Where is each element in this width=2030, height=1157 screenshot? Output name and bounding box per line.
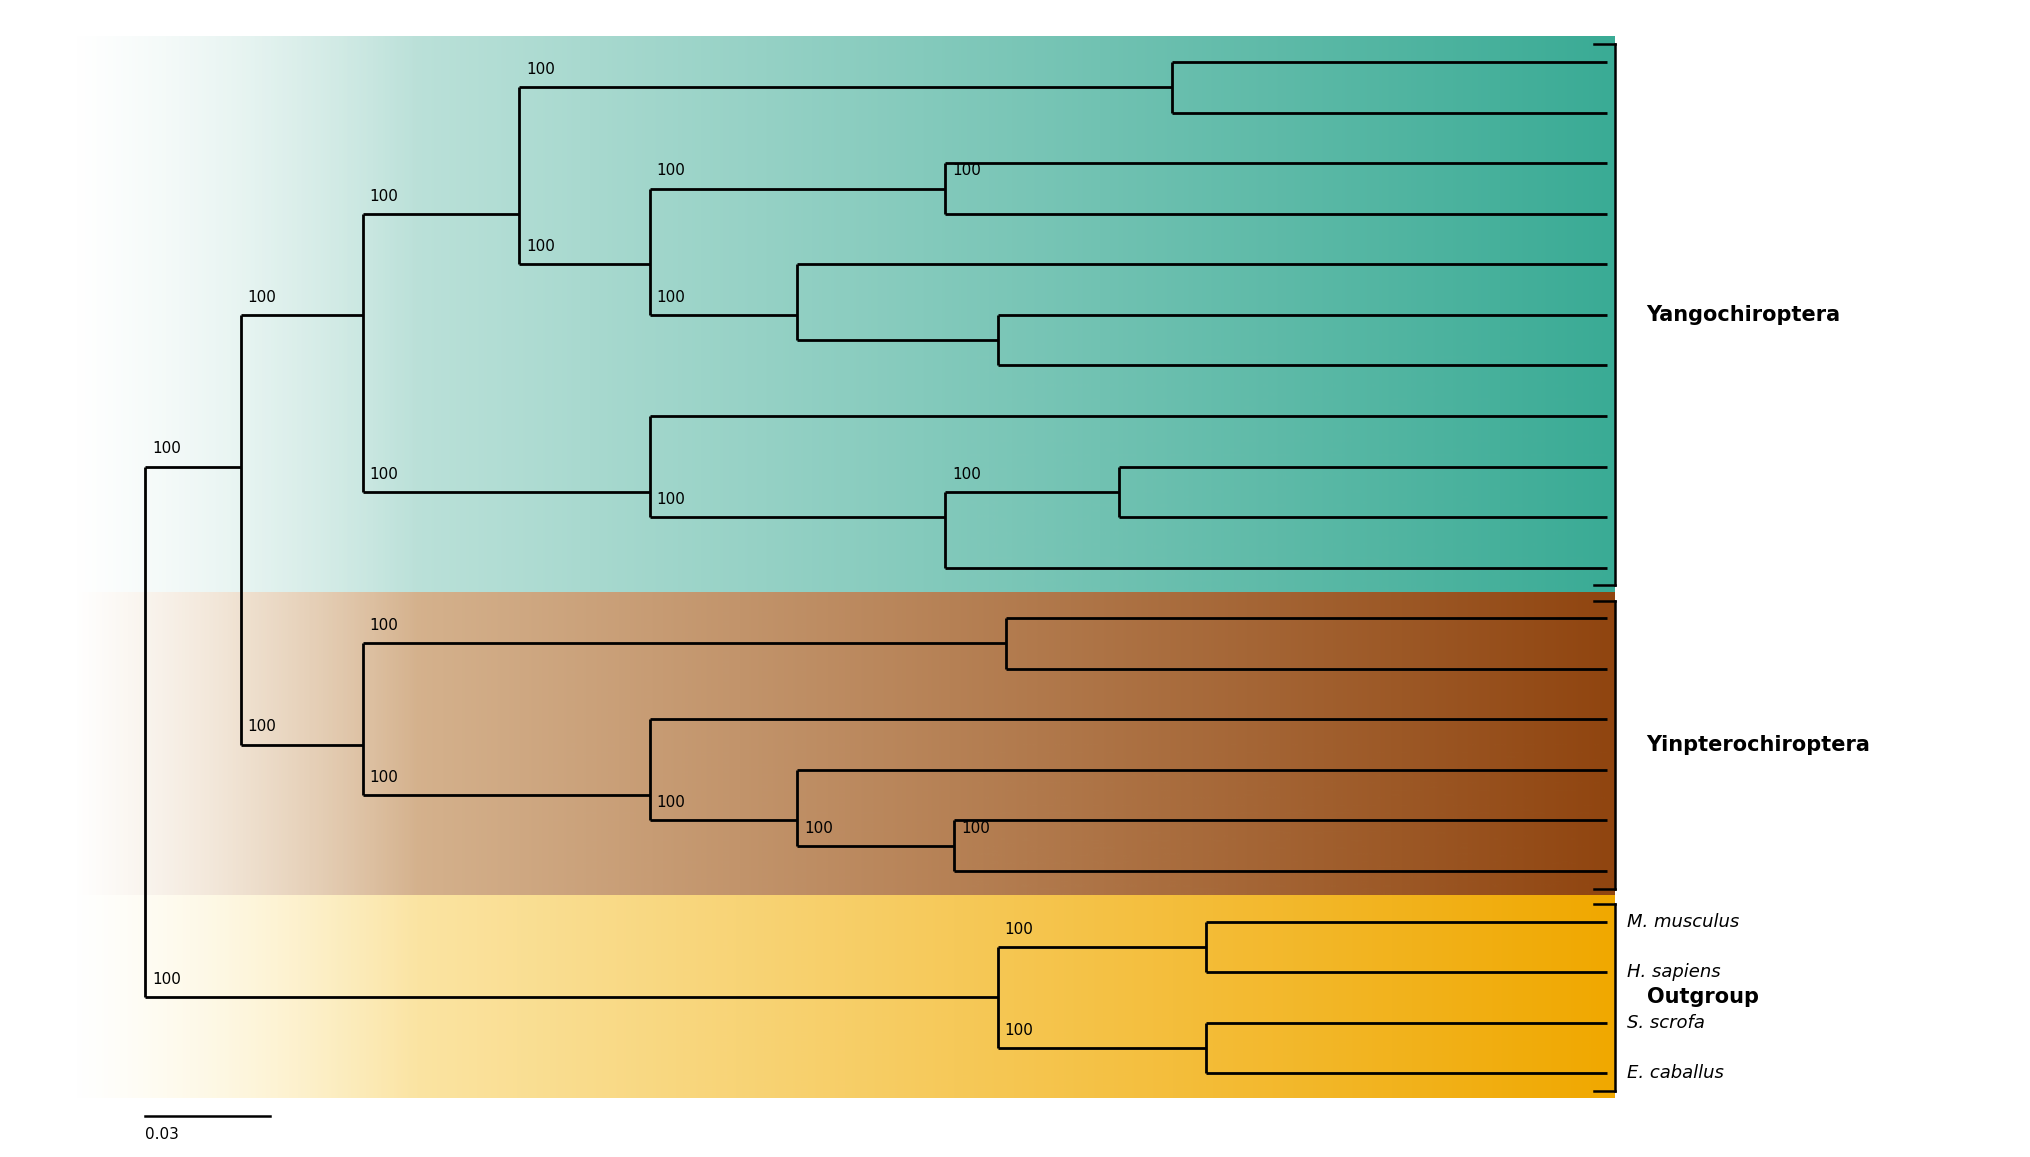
Text: M. myotis: M. myotis xyxy=(1628,53,1715,71)
Text: P. vampyrus: P. vampyrus xyxy=(1628,761,1736,779)
Text: 100: 100 xyxy=(952,163,980,178)
Text: 100: 100 xyxy=(526,239,554,255)
Text: 100: 100 xyxy=(152,442,181,457)
Text: 100: 100 xyxy=(1005,922,1033,937)
Text: R. ferrumequinum: R. ferrumequinum xyxy=(1628,659,1792,678)
Text: M. planiceps: M. planiceps xyxy=(1628,154,1740,172)
Text: 100: 100 xyxy=(656,795,686,810)
Text: H. armiger: H. armiger xyxy=(1628,610,1723,627)
Text: M. brandtii: M. brandtii xyxy=(1628,356,1723,375)
Text: P. pipistrellus: P. pipistrellus xyxy=(1628,457,1746,476)
Text: 100: 100 xyxy=(152,972,181,987)
Text: 0.03: 0.03 xyxy=(144,1127,179,1142)
Text: E. caballus: E. caballus xyxy=(1628,1064,1723,1082)
Text: 100: 100 xyxy=(960,820,991,835)
Text: P. giganteus: P. giganteus xyxy=(1628,862,1736,880)
Text: 100: 100 xyxy=(656,289,686,304)
Text: H. sapiens: H. sapiens xyxy=(1628,963,1721,981)
Text: L. borealis: L. borealis xyxy=(1628,407,1719,425)
Text: 100: 100 xyxy=(526,62,554,78)
Text: M. vivesi: M. vivesi xyxy=(1628,256,1707,273)
Text: 100: 100 xyxy=(248,289,276,304)
Text: M. davidii: M. davidii xyxy=(1628,104,1713,121)
Text: 100: 100 xyxy=(369,189,398,204)
Text: P. alecto: P. alecto xyxy=(1628,811,1703,830)
Text: M. lucifugus: M. lucifugus xyxy=(1628,305,1736,324)
Text: P. kuhlii: P. kuhlii xyxy=(1628,508,1695,526)
Text: M. findleyi: M. findleyi xyxy=(1628,205,1719,223)
Text: 100: 100 xyxy=(369,771,398,786)
Text: 100: 100 xyxy=(656,492,686,507)
Text: 100: 100 xyxy=(804,820,834,835)
Text: 100: 100 xyxy=(248,720,276,735)
Text: 100: 100 xyxy=(1005,1023,1033,1038)
Text: Yangochiroptera: Yangochiroptera xyxy=(1646,305,1841,325)
Text: S. scrofa: S. scrofa xyxy=(1628,1014,1705,1032)
Text: 100: 100 xyxy=(656,163,686,178)
Text: R. aegyptiacus: R. aegyptiacus xyxy=(1628,710,1760,728)
Text: Outgroup: Outgroup xyxy=(1646,987,1758,1008)
Text: 100: 100 xyxy=(369,618,398,633)
Text: E. fuscus: E. fuscus xyxy=(1628,559,1707,576)
Text: Yinpterochiroptera: Yinpterochiroptera xyxy=(1646,735,1870,754)
Text: M. musculus: M. musculus xyxy=(1628,913,1740,930)
Text: 100: 100 xyxy=(952,466,980,481)
Text: 100: 100 xyxy=(369,466,398,481)
